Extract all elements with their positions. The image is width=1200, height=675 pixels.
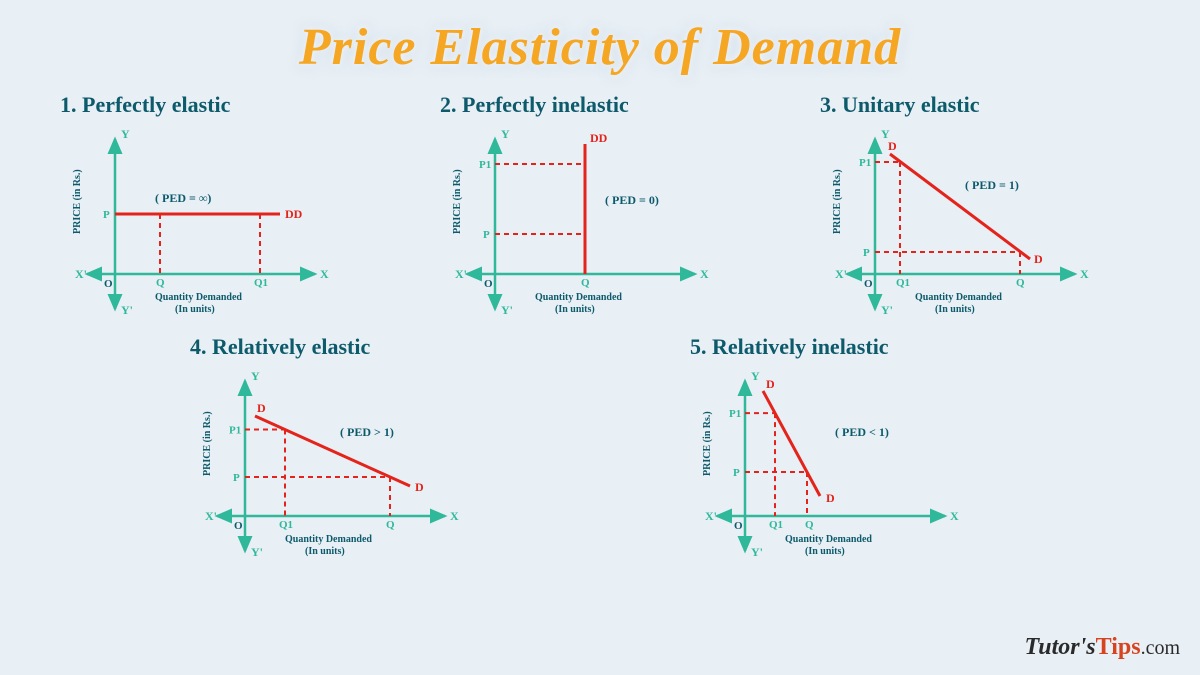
svg-text:Quantity Demanded: Quantity Demanded — [285, 534, 372, 545]
svg-text:Quantity Demanded: Quantity Demanded — [785, 534, 872, 545]
chart-2-svg: Y Y' X X' O PRICE (in Rs.) Quantity Demanded(I… — [440, 124, 740, 324]
svg-text:Y': Y' — [751, 545, 763, 559]
svg-text:O: O — [734, 520, 743, 532]
svg-text:DD: DD — [285, 207, 303, 221]
svg-text:Y: Y — [251, 369, 260, 383]
svg-text:Q: Q — [805, 519, 814, 531]
svg-text:X: X — [700, 267, 709, 281]
svg-text:PRICE (in Rs.): PRICE (in Rs.) — [72, 169, 83, 234]
chart-1: 1. Perfectly elastic Y Y' X X' O PRICE (in Rs… — [60, 92, 380, 324]
svg-text:DD: DD — [590, 131, 608, 145]
svg-text:P1: P1 — [859, 157, 871, 169]
svg-text:P1: P1 — [479, 159, 491, 171]
svg-text:O: O — [484, 278, 493, 290]
charts-row-1: 1. Perfectly elastic Y Y' X X' O PRICE (in Rs… — [0, 92, 1200, 324]
svg-text:PRICE (in Rs.): PRICE (in Rs.) — [702, 411, 713, 476]
page-title: Price Elasticity of Demand — [0, 0, 1200, 77]
svg-text:Y: Y — [121, 127, 130, 141]
svg-text:X': X' — [455, 267, 467, 281]
svg-text:(In units): (In units) — [805, 546, 845, 557]
chart-5-title: 5. Relatively inelastic — [690, 334, 1010, 360]
watermark-p3: .com — [1141, 637, 1180, 659]
svg-text:PRICE (in Rs.): PRICE (in Rs.) — [452, 169, 463, 234]
svg-text:Y: Y — [501, 127, 510, 141]
chart-5: 5. Relatively inelastic Y Y' X X' O PRICE (in… — [690, 334, 1010, 566]
svg-text:D: D — [257, 401, 266, 415]
svg-text:Y: Y — [751, 369, 760, 383]
svg-text:P1: P1 — [729, 408, 741, 420]
svg-text:X': X' — [75, 267, 87, 281]
svg-text:X': X' — [835, 267, 847, 281]
svg-text:X': X' — [205, 509, 217, 523]
svg-text:( PED = 0): ( PED = 0) — [605, 193, 659, 207]
svg-text:( PED = ∞): ( PED = ∞) — [155, 191, 211, 205]
svg-text:Y': Y' — [881, 303, 893, 317]
svg-text:X': X' — [705, 509, 717, 523]
svg-text:(In units): (In units) — [175, 304, 215, 315]
svg-text:Y': Y' — [251, 545, 263, 559]
chart-4: 4. Relatively elastic Y Y' X X' O PRICE (in R… — [190, 334, 510, 566]
svg-text:P: P — [733, 467, 740, 479]
svg-text:Q: Q — [386, 519, 395, 531]
svg-text:Q: Q — [1016, 277, 1025, 289]
svg-text:PRICE (in Rs.): PRICE (in Rs.) — [832, 169, 843, 234]
svg-text:Q: Q — [581, 277, 590, 289]
svg-text:P: P — [483, 229, 490, 241]
chart-3-title: 3. Unitary elastic — [820, 92, 1140, 118]
svg-text:Quantity Demanded: Quantity Demanded — [155, 292, 242, 303]
svg-text:Quantity Demanded: Quantity Demanded — [915, 292, 1002, 303]
svg-text:D: D — [1034, 252, 1043, 266]
svg-text:O: O — [864, 278, 873, 290]
svg-text:O: O — [104, 278, 113, 290]
svg-text:P: P — [233, 472, 240, 484]
chart-2-title: 2. Perfectly inelastic — [440, 92, 760, 118]
chart-4-svg: Y Y' X X' O PRICE (in Rs.) Quantity Demanded(I… — [190, 366, 490, 566]
chart-4-title: 4. Relatively elastic — [190, 334, 510, 360]
svg-text:(In units): (In units) — [935, 304, 975, 315]
svg-text:(In units): (In units) — [305, 546, 345, 557]
chart-3: 3. Unitary elastic YY'XX'OPRICE (in Rs.)… — [820, 92, 1140, 324]
svg-text:X: X — [450, 509, 459, 523]
svg-text:X: X — [320, 267, 329, 281]
svg-text:D: D — [826, 491, 835, 505]
svg-text:P: P — [863, 247, 870, 259]
svg-text:Y': Y' — [121, 303, 133, 317]
svg-text:( PED < 1): ( PED < 1) — [835, 425, 889, 439]
chart-5-svg: Y Y' X X' O PRICE (in Rs.) Quantity Demanded(I… — [690, 366, 990, 566]
svg-text:P1: P1 — [229, 425, 241, 437]
chart-1-svg: Y Y' X X' O PRICE (in Rs.) Quantity Demanded(I… — [60, 124, 360, 324]
svg-text:Q1: Q1 — [279, 519, 293, 531]
svg-text:( PED = 1): ( PED = 1) — [965, 178, 1019, 192]
svg-text:X: X — [1080, 267, 1089, 281]
svg-text:Quantity Demanded: Quantity Demanded — [535, 292, 622, 303]
svg-text:Q: Q — [156, 277, 165, 289]
svg-text:O: O — [234, 520, 243, 532]
svg-text:X: X — [950, 509, 959, 523]
svg-text:D: D — [888, 139, 897, 153]
chart-1-title: 1. Perfectly elastic — [60, 92, 380, 118]
svg-text:D: D — [766, 377, 775, 391]
svg-text:Q1: Q1 — [254, 277, 268, 289]
watermark-p2: Tips — [1096, 634, 1141, 660]
chart-2: 2. Perfectly inelastic Y Y' X X' O PRICE (in … — [440, 92, 760, 324]
svg-text:PRICE (in Rs.): PRICE (in Rs.) — [202, 411, 213, 476]
chart-3-svg: YY'XX'OPRICE (in Rs.)Quantity Demanded(I… — [820, 124, 1120, 324]
svg-text:Q1: Q1 — [896, 277, 910, 289]
svg-text:Y': Y' — [501, 303, 513, 317]
svg-text:Q1: Q1 — [769, 519, 783, 531]
watermark: Tutor'sTips.com — [1024, 634, 1180, 661]
svg-text:( PED > 1): ( PED > 1) — [340, 425, 394, 439]
charts-row-2: 4. Relatively elastic Y Y' X X' O PRICE (in R… — [0, 334, 1200, 566]
svg-text:D: D — [415, 480, 424, 494]
watermark-p1: Tutor's — [1024, 634, 1095, 660]
svg-text:(In units): (In units) — [555, 304, 595, 315]
svg-text:P: P — [103, 209, 110, 221]
